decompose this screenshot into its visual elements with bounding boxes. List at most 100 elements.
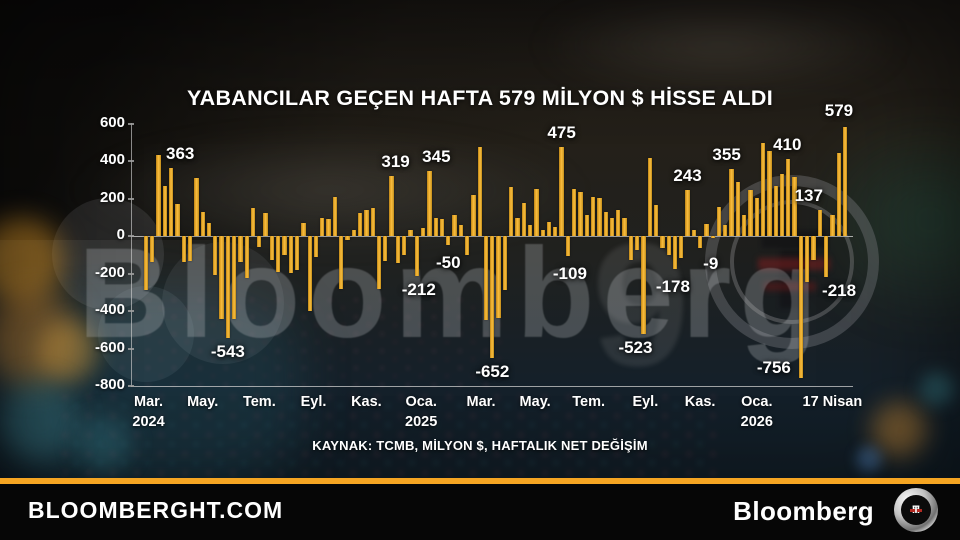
bar (584, 215, 589, 236)
y-tick-label: 400 (99, 151, 125, 168)
bar (294, 236, 300, 270)
bar (364, 209, 369, 236)
bar (376, 236, 382, 289)
bar (502, 236, 508, 290)
bar (697, 236, 703, 249)
bar (546, 222, 552, 236)
bar (269, 236, 275, 260)
bar (238, 236, 243, 262)
bar (590, 196, 596, 236)
bar (635, 236, 640, 251)
bar (225, 236, 230, 338)
bar (458, 224, 463, 236)
y-tick-mark (128, 197, 134, 200)
bar (603, 211, 608, 236)
accent-stripe (0, 478, 960, 484)
blurred-led-board (60, 392, 720, 478)
y-tick-label: -800 (94, 376, 125, 393)
x-tick-label: Tem. (242, 394, 276, 410)
bar (823, 236, 829, 277)
bar (641, 236, 646, 335)
y-tick-mark (128, 272, 134, 275)
bar (767, 150, 772, 236)
x-tick-label: Mar. (466, 394, 496, 410)
blurred-led-board (118, 296, 508, 392)
bar (383, 236, 388, 261)
bar (339, 236, 344, 289)
bar (811, 236, 816, 260)
bar (232, 236, 237, 319)
bar (282, 236, 287, 255)
background-teal-wash (0, 290, 300, 485)
data-label: 579 (824, 101, 854, 121)
bar (206, 222, 212, 236)
bar (483, 236, 489, 320)
footer-bar: BLOOMBERGHT.COM Bloomberg H T (0, 484, 960, 540)
bar (433, 218, 438, 236)
bar (842, 127, 848, 236)
bar (408, 230, 413, 236)
amber-bokeh (38, 322, 98, 382)
bar (427, 171, 432, 236)
bar (754, 198, 759, 236)
amber-bokeh (0, 292, 80, 387)
bar (332, 196, 338, 236)
bar (351, 230, 356, 236)
y-tick-label: 200 (99, 188, 125, 206)
bar (389, 176, 394, 236)
bar (175, 204, 180, 236)
bar (395, 236, 401, 264)
bar (420, 228, 426, 236)
bar (194, 177, 199, 236)
x-tick-label: Eyl. (300, 394, 327, 410)
bar (748, 190, 753, 236)
bar (609, 218, 615, 236)
teal-bokeh (76, 416, 131, 471)
bar (760, 143, 766, 236)
bar (414, 236, 419, 276)
data-label: 137 (794, 186, 823, 206)
bar (565, 236, 571, 257)
bar (276, 236, 281, 272)
bokeh-circle (98, 286, 194, 382)
bar (439, 218, 445, 236)
bar (244, 236, 249, 279)
bar (464, 236, 470, 255)
y-tick-mark (128, 385, 134, 387)
bar (521, 203, 526, 236)
bar (691, 230, 696, 236)
data-label: 475 (547, 122, 576, 142)
bar (200, 211, 205, 236)
y-tick-mark (128, 122, 134, 125)
bar (798, 236, 804, 378)
bar (540, 230, 545, 236)
bar (805, 236, 810, 282)
bar (704, 224, 709, 236)
chart-title: YABANCILAR GEÇEN HAFTA 579 MİLYON $ HİSS… (186, 86, 774, 110)
bar (496, 236, 501, 319)
bar (553, 226, 558, 236)
x-tick-label: 17 Nisan (802, 394, 863, 410)
bar (792, 176, 797, 236)
bar (150, 236, 155, 262)
teal-bokeh (920, 372, 954, 406)
data-label: -652 (475, 362, 510, 382)
bar (729, 169, 734, 236)
bar (672, 236, 678, 270)
bar (402, 236, 407, 255)
y-axis-line (131, 123, 132, 387)
bar (597, 197, 602, 236)
bloomberght-ring-watermark (705, 175, 879, 349)
data-label: -50 (435, 253, 461, 273)
x-tick-label: May. (187, 394, 219, 410)
bar (660, 236, 665, 249)
x-tick-label: Mar. 2024 (132, 394, 165, 430)
y-tick-label: -400 (94, 301, 125, 318)
bar (773, 186, 778, 236)
bar (257, 236, 262, 247)
bar (307, 236, 312, 311)
bar (181, 236, 186, 262)
x-tick-label: Kas. (351, 394, 382, 410)
bar (263, 213, 268, 236)
